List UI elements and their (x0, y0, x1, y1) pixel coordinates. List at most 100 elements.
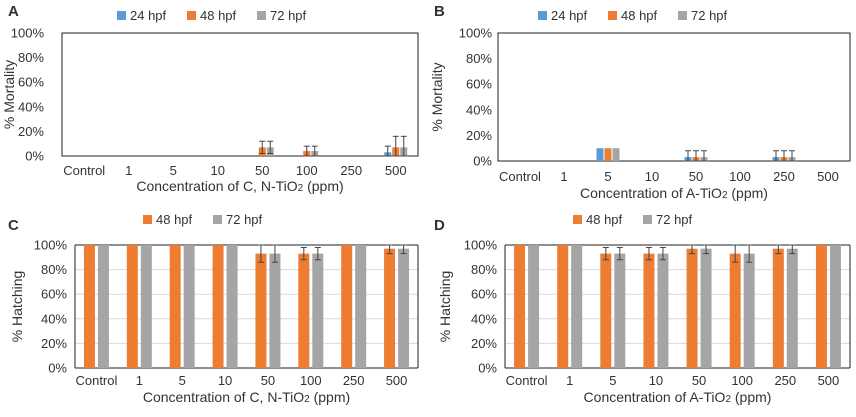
x-tick-label: 250 (343, 373, 365, 388)
bar-48-hpf-10 (643, 253, 655, 368)
bar-72-hpf-1 (140, 245, 152, 368)
legend-swatch-72-hpf (643, 215, 652, 224)
y-tick-label: 60% (466, 77, 492, 92)
bar-48-hpf-250 (772, 248, 784, 368)
bar-48-hpf-Control (83, 245, 95, 368)
y-tick-label: 40% (471, 311, 497, 326)
y-tick-label: 80% (471, 262, 497, 277)
x-tick-label: 250 (340, 163, 362, 178)
x-tick-label: 100 (729, 169, 751, 184)
bar-72-hpf-500 (829, 245, 841, 368)
x-tick-label: 500 (818, 373, 840, 388)
x-tick-label: 5 (609, 373, 616, 388)
x-axis-title: Concentration of C, N-TiO2 (ppm) (136, 178, 343, 194)
legend-entry: 72 hpf (656, 212, 693, 227)
legend-entry: 72 hpf (691, 8, 728, 23)
y-tick-label: 40% (41, 311, 67, 326)
y-axis-title: % Mortality (1, 60, 17, 129)
panel-c: C 48 hpf 72 hpf 0% 20% 40% 60% 80% 100% Control 1 5… (8, 212, 419, 405)
x-tick-label: 1 (136, 373, 143, 388)
plot-border (497, 32, 851, 162)
bar-48-hpf-1 (126, 245, 138, 368)
bar-48-hpf-5 (169, 245, 181, 368)
y-tick-label: 0% (478, 361, 497, 376)
x-axis-title: Concentration of A-TiO2 (ppm) (584, 389, 772, 405)
x-tick-label: 5 (179, 373, 186, 388)
legend-entry: 72 hpf (226, 212, 263, 227)
bar-72-hpf-10 (226, 245, 238, 368)
y-tick-label: 60% (471, 287, 497, 302)
bar-72-hpf-250 (355, 245, 367, 368)
y-tick-label: 0% (48, 361, 67, 376)
bar-72-hpf-1 (571, 245, 583, 368)
bar-48-hpf-100 (729, 253, 741, 368)
y-tick-label: 100% (11, 26, 45, 41)
x-tick-label: 10 (218, 373, 232, 388)
y-tick-label: 80% (18, 50, 44, 65)
legend-swatch-72-hpf (257, 11, 266, 20)
x-tick-label: Control (75, 373, 117, 388)
bar-72-hpf-Control (528, 245, 540, 368)
x-tick-label: 5 (604, 169, 611, 184)
x-tick-label: 500 (385, 163, 407, 178)
plot-border (61, 32, 419, 157)
x-axis-title: Concentration of C, N-TiO2 (ppm) (143, 389, 350, 405)
legend-swatch-72-hpf (213, 215, 222, 224)
x-tick-label: 50 (255, 163, 269, 178)
bar-48-hpf-500 (384, 248, 396, 368)
legend-entry: 48 hpf (621, 8, 658, 23)
legend-entry: 48 hpf (586, 212, 623, 227)
y-tick-label: 100% (34, 238, 68, 253)
panel-a: A 24 hpf 48 hpf 72 hpf 0% 20% 40% 60% 80% 100% Con… (1, 3, 419, 194)
legend-swatch-72-hpf (678, 11, 687, 20)
x-tick-label: 50 (261, 373, 275, 388)
bar-48-hpf-Control (514, 245, 526, 368)
bar-48-hpf-500 (815, 245, 827, 368)
bar-48-hpf-50 (255, 253, 267, 368)
x-tick-label: 10 (211, 163, 225, 178)
bar-72-hpf-5 (183, 245, 195, 368)
bar-72-hpf-100 (743, 253, 755, 368)
y-tick-label: 40% (18, 99, 44, 114)
y-tick-label: 20% (471, 336, 497, 351)
y-tick-label: 40% (466, 102, 492, 117)
x-tick-label: Control (63, 163, 105, 178)
y-tick-label: 60% (41, 287, 67, 302)
x-tick-label: 500 (817, 169, 839, 184)
legend-entry: 72 hpf (270, 8, 307, 23)
x-axis-title: Concentration of A-TiO2 (ppm) (580, 185, 768, 201)
y-tick-label: 20% (18, 124, 44, 139)
bar-72-hpf-250 (786, 248, 798, 368)
x-tick-label: 250 (774, 373, 796, 388)
bar-72-hpf-50 (700, 248, 712, 368)
y-tick-label: 80% (466, 51, 492, 66)
x-tick-label: 500 (386, 373, 408, 388)
y-tick-label: 0% (25, 149, 44, 164)
bar-48-hpf-250 (341, 245, 353, 368)
x-tick-label: 1 (566, 373, 573, 388)
x-tick-label: 100 (731, 373, 753, 388)
y-axis-title: % Hatching (9, 271, 25, 343)
panel-d: D 48 hpf 72 hpf 0% 20% 40% 60% 80% 100% Control 1 5… (434, 212, 851, 405)
bar-48-hpf-10 (212, 245, 224, 368)
y-tick-label: 20% (466, 128, 492, 143)
bar-72-hpf-5 (612, 148, 620, 161)
legend-swatch-24-hpf (538, 11, 547, 20)
x-tick-label: 100 (300, 373, 322, 388)
bar-24-hpf-5 (596, 148, 604, 161)
legend-swatch-48-hpf (143, 215, 152, 224)
panel-label: B (434, 3, 445, 20)
legend-swatch-24-hpf (117, 11, 126, 20)
x-tick-label: Control (506, 373, 548, 388)
panel-label: C (8, 217, 19, 234)
y-tick-label: 20% (41, 336, 67, 351)
y-tick-label: 0% (473, 154, 492, 169)
legend-entry: 48 hpf (156, 212, 193, 227)
x-tick-label: 5 (170, 163, 177, 178)
bar-48-hpf-100 (298, 253, 310, 368)
x-tick-label: 1 (125, 163, 132, 178)
x-tick-label: 50 (692, 373, 706, 388)
legend-entry: 48 hpf (200, 8, 237, 23)
y-axis-title: % Hatching (437, 271, 453, 343)
legend-entry: 24 hpf (551, 8, 588, 23)
